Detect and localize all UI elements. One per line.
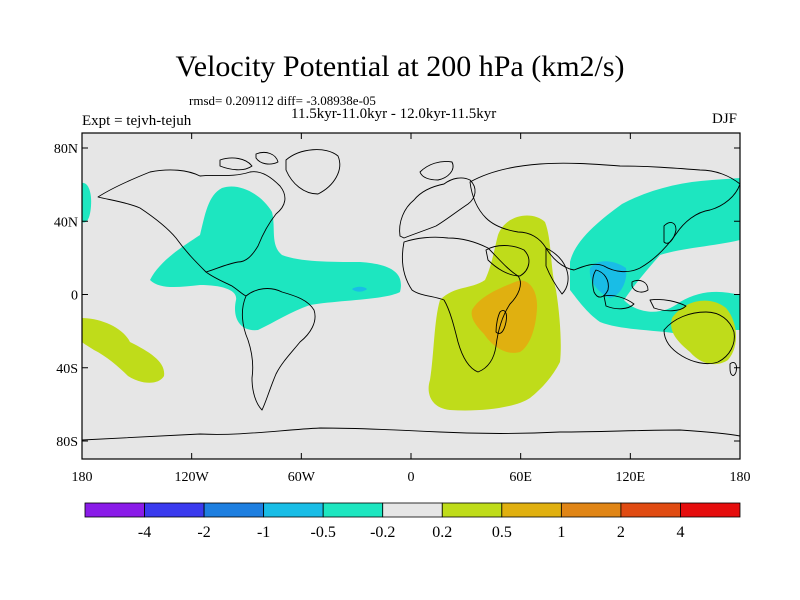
colorbar-swatch: [441, 502, 503, 518]
period-subtitle: 11.5kyr-11.0kyr - 12.0kyr-11.5kyr: [291, 106, 497, 122]
experiment-label: Expt = tejvh-tejuh: [82, 113, 192, 129]
y-tick-label: 40S: [56, 362, 78, 377]
x-tick-label: 120E: [616, 470, 646, 485]
pos-region-southpacific: [82, 318, 165, 383]
colorbar-label: -4: [138, 524, 151, 541]
x-tick-label: 60E: [509, 470, 532, 485]
neg-region-atlantic: [150, 186, 401, 331]
stats-subtitle: rmsd= 0.209112 diff= -3.08938e-05: [189, 93, 376, 108]
pos-region-australia: [671, 300, 737, 365]
colorbar-swatch: [382, 502, 443, 518]
colorbar-swatch: [620, 502, 681, 518]
neg-mod-atlantic: [352, 286, 367, 292]
x-tick-label: 0: [408, 470, 415, 485]
colorbar-label: -0.5: [311, 524, 336, 541]
y-tick-label: 80S: [56, 435, 78, 450]
colorbar-swatch: [84, 502, 145, 518]
coastlines: [82, 149, 740, 441]
y-tick-label: 80N: [54, 142, 78, 157]
contour-fields: [82, 149, 740, 441]
colorbar: -4 -2 -1 -0.5 -0.2 0.2 0.5 1 2 4: [84, 502, 741, 541]
colorbar-label: 2: [617, 524, 625, 541]
colorbar-swatch: [263, 502, 324, 518]
figure-title: Velocity Potential at 200 hPa (km2/s): [175, 50, 625, 83]
colorbar-swatch: [322, 502, 384, 518]
x-tick-label: 180: [730, 470, 751, 485]
colorbar-label: 0.2: [432, 524, 452, 541]
colorbar-label: 1: [557, 524, 565, 541]
plot-background: [82, 133, 740, 459]
x-tick-label: 60W: [288, 470, 316, 485]
colorbar-swatch: [501, 502, 562, 518]
x-tick-label: 120W: [175, 470, 210, 485]
colorbar-swatch: [560, 502, 622, 518]
x-tick-label: 180: [72, 470, 93, 485]
colorbar-label: 0.5: [492, 524, 512, 541]
y-tick-label: 40N: [54, 215, 78, 230]
colorbar-swatch: [144, 502, 205, 518]
pos-mod-madagascar: [471, 280, 538, 353]
season-label: DJF: [712, 111, 738, 127]
colorbar-label: 4: [676, 524, 684, 541]
colorbar-swatch: [203, 502, 265, 518]
colorbar-label: -1: [257, 524, 270, 541]
neg-region-westedge: [82, 182, 92, 223]
y-tick-label: 0: [71, 289, 78, 304]
colorbar-label: -2: [197, 524, 210, 541]
colorbar-label: -0.2: [370, 524, 395, 541]
x-axis: 180 120W 60W 0 60E 120E 180: [72, 133, 751, 485]
colorbar-swatch: [680, 502, 741, 518]
neg-mod-indonesia: [589, 261, 627, 298]
y-axis: 80N 40N 0 40S 80S: [54, 142, 740, 450]
